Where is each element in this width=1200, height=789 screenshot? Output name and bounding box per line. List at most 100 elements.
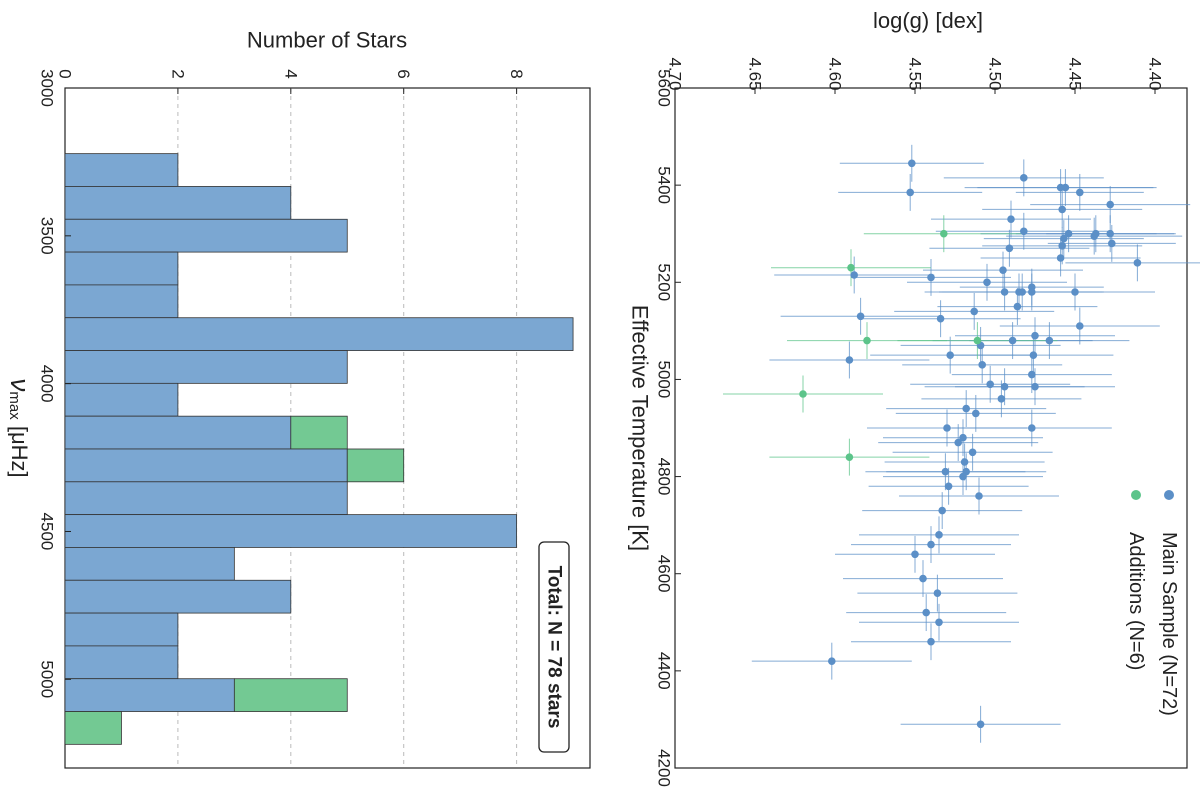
scatter-point — [1008, 336, 1017, 345]
scatter-x-tick-label: 4800 — [655, 458, 674, 496]
scatter-point — [863, 336, 871, 345]
scatter-point — [946, 351, 954, 359]
scatter-point — [845, 356, 854, 364]
scatter-point — [997, 395, 1006, 403]
scatter-point — [1061, 183, 1070, 192]
scatter-y-tick-label: 4.40 — [1146, 57, 1165, 90]
scatter-point — [943, 424, 951, 432]
histogram-count-tick-label: 8 — [507, 69, 526, 78]
scatter-point — [1028, 424, 1036, 432]
scatter-point — [999, 266, 1007, 274]
scatter-point — [906, 188, 914, 197]
scatter-point — [960, 458, 969, 466]
scatter-point — [1106, 200, 1114, 209]
scatter-x-tick-label: 5200 — [655, 263, 674, 301]
histogram-bar-main — [64, 579, 292, 614]
scatter-y-tick-label: 4.65 — [746, 57, 765, 90]
histogram-bar-main — [64, 153, 179, 187]
legend-main-label: Main Sample (N=72) — [1158, 532, 1180, 716]
histogram-bar-main — [64, 284, 179, 319]
histogram-bar-main — [64, 678, 235, 712]
scatter-point — [935, 618, 943, 627]
scatter-y-tick-label: 4.45 — [1066, 57, 1085, 90]
scatter-point — [927, 637, 935, 646]
histogram-numax-tick-label: 4500 — [38, 513, 57, 551]
scatter-point — [1071, 288, 1079, 296]
scatter-point — [927, 273, 935, 282]
scatter-point — [972, 409, 980, 418]
scatter-point — [1020, 227, 1028, 236]
scatter-point — [1018, 288, 1026, 296]
histogram-bar-main — [64, 547, 235, 581]
scatter-x-tick-label: 4400 — [655, 652, 674, 690]
scatter-point — [1056, 254, 1065, 262]
scatter-point — [968, 448, 977, 457]
scatter-point — [1090, 232, 1098, 240]
histogram-bar-additions — [346, 448, 405, 483]
histogram-bar-main — [64, 317, 574, 351]
scatter-point — [845, 453, 854, 461]
scatter-y-tick-label: 4.50 — [986, 57, 1005, 90]
scatter-x-tick-label: 5600 — [655, 69, 674, 107]
scatter-point — [976, 720, 985, 729]
scatter-point — [962, 404, 970, 413]
histogram-bar-main — [64, 514, 518, 548]
scatter-point — [1007, 215, 1015, 223]
histogram-bar-additions — [64, 711, 122, 745]
scatter-panel: 5600 5400 5200 5000 4800 4600 4400 4200 4.70 4.65… — [628, 8, 1200, 787]
scatter-point — [935, 531, 943, 539]
scatter-x-tick-label: 5400 — [655, 166, 674, 204]
scatter-point — [1133, 259, 1142, 267]
histogram-numax-tick-label: 3000 — [38, 69, 57, 107]
histogram-bar-additions — [290, 415, 348, 450]
scatter-point — [1000, 382, 1009, 391]
scatter-point — [936, 314, 945, 323]
histogram-panel: 0 2 4 6 8 3000 3500 4000 4500 5000 Number of Star… — [5, 28, 591, 769]
histogram-numax-tick-label: 5000 — [38, 660, 57, 698]
scatter-point — [959, 433, 967, 442]
histogram-count-tick-label: 0 — [56, 69, 75, 78]
scatter-x-tick-label: 4200 — [655, 749, 674, 787]
scatter-point — [1000, 288, 1009, 296]
histogram-y-axis-label: Number of Stars — [247, 28, 407, 53]
scatter-point — [986, 380, 994, 389]
histogram-bar-main — [64, 612, 179, 647]
scatter-point — [850, 271, 858, 279]
scatter-point — [1005, 244, 1014, 253]
scatter-point — [1013, 302, 1022, 311]
scatter-point — [1031, 331, 1039, 340]
scatter-point — [975, 492, 983, 500]
histogram-bar-additions — [233, 678, 348, 712]
scatter-x-tick-label: 4600 — [655, 555, 674, 593]
total-annotation: Total: N = 78 stars — [538, 541, 570, 753]
histogram-bar-main — [64, 186, 292, 220]
total-annotation-box — [538, 541, 570, 753]
legend-add-marker — [1131, 490, 1141, 500]
histogram-count-tick-label: 6 — [394, 69, 413, 78]
scatter-point — [1106, 229, 1114, 238]
scatter-y-tick-label: 4.60 — [826, 57, 845, 90]
scatter-legend: Main Sample (N=72) Additions (N=6) — [1125, 490, 1180, 716]
histogram-bar-main — [64, 350, 348, 384]
histogram-bar-main — [64, 382, 179, 417]
histogram-x-axis-label: νmax [μHz] — [5, 378, 35, 477]
scatter-point — [828, 657, 836, 665]
scatter-point — [856, 312, 865, 321]
scatter-axes-frame — [674, 87, 1188, 769]
scatter-point — [973, 336, 982, 345]
scatter-y-axis-label: log(g) [dex] — [873, 8, 983, 33]
scatter-point — [941, 467, 950, 476]
scatter-point — [1045, 336, 1054, 345]
scatter-point — [1028, 288, 1036, 296]
scatter-x-axis-label: Effective Temperature [K] — [628, 305, 653, 551]
scatter-point — [799, 390, 807, 398]
scatter-point — [1060, 234, 1068, 243]
scatter-point — [927, 540, 935, 549]
scatter-point — [954, 438, 962, 447]
histogram-bar-main — [64, 481, 348, 516]
scatter-point — [933, 589, 942, 597]
scatter-point — [908, 159, 916, 168]
histogram-bar-main — [64, 218, 348, 253]
histogram-bar-main — [64, 448, 348, 483]
